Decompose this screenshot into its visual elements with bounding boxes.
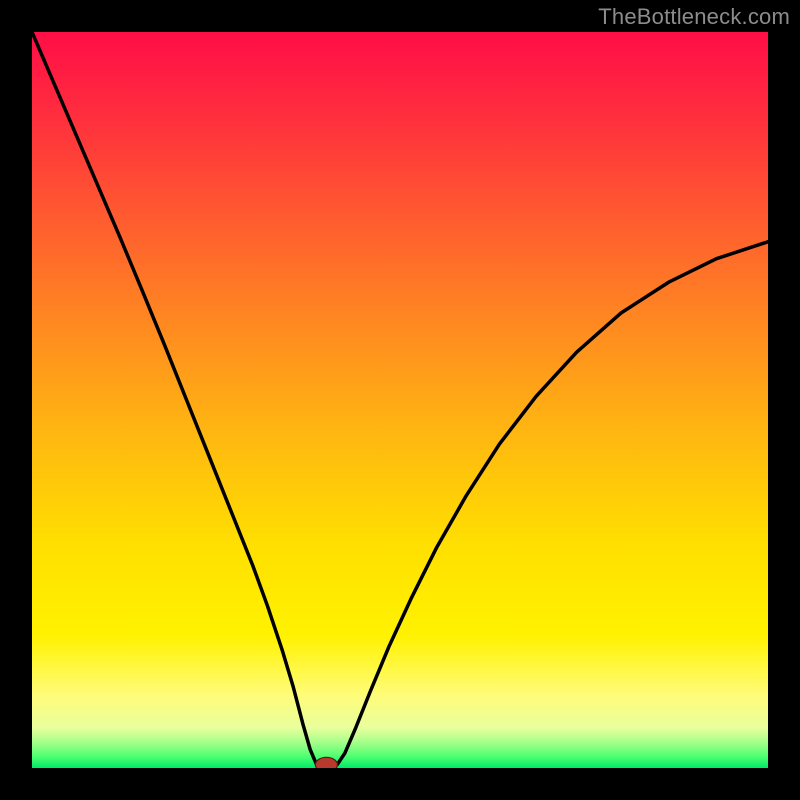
outer-frame: TheBottleneck.com xyxy=(0,0,800,800)
watermark-text: TheBottleneck.com xyxy=(598,4,790,30)
gradient-background xyxy=(32,32,768,768)
bottleneck-chart xyxy=(32,32,768,768)
optimal-point-marker xyxy=(315,757,337,768)
